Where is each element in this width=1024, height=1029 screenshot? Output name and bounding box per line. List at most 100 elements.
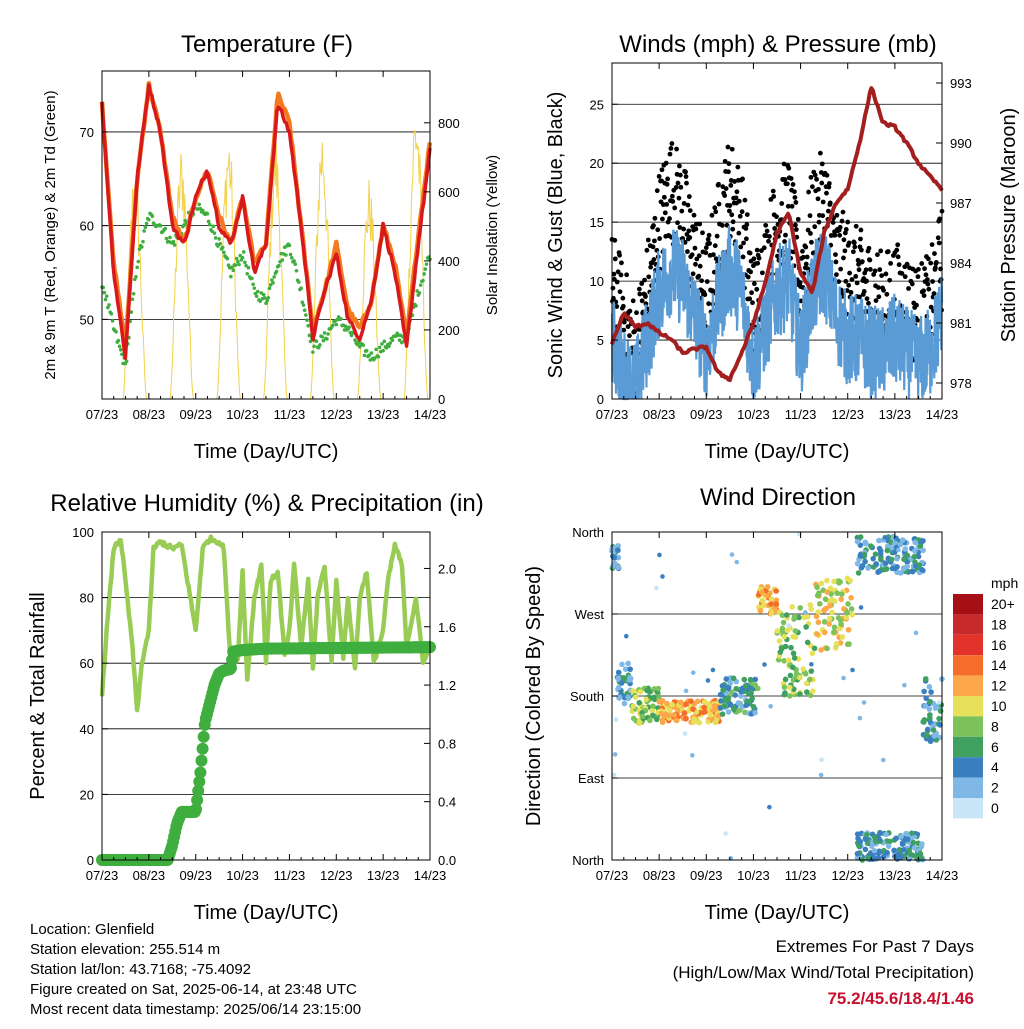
direction-point — [894, 564, 900, 570]
direction-point — [730, 675, 737, 682]
dewpoint-point — [106, 305, 110, 310]
gust-point — [726, 208, 732, 214]
direction-point — [615, 564, 622, 571]
gust-point — [825, 208, 831, 214]
gust-point — [702, 292, 708, 298]
dir-xtick-label: 13/23 — [879, 868, 912, 883]
gust-point — [713, 256, 719, 262]
gust-point — [645, 237, 651, 243]
dir-ylabel: Direction (Colored By Speed) — [523, 566, 545, 826]
gust-point — [779, 201, 785, 206]
gust-point — [727, 203, 733, 208]
gust-point — [740, 254, 746, 260]
direction-point — [894, 555, 900, 562]
direction-point — [885, 843, 892, 849]
dewpoint-point — [424, 262, 429, 266]
gust-point — [648, 264, 654, 270]
dewpoint-point — [172, 243, 177, 247]
direction-point — [910, 839, 917, 846]
gust-point — [716, 201, 722, 207]
direction-point — [900, 846, 907, 853]
direction-point — [630, 688, 636, 694]
colorbar-swatch — [953, 736, 983, 758]
gust-point — [632, 329, 638, 334]
direction-point — [664, 700, 670, 707]
direction-point — [857, 715, 863, 721]
direction-point — [882, 560, 889, 567]
gust-point — [676, 195, 682, 201]
direction-point — [804, 689, 810, 695]
dir-xtick-label: 14/23 — [926, 868, 959, 883]
direction-point — [827, 585, 834, 592]
gust-point — [800, 248, 805, 254]
dewpoint-point — [218, 241, 223, 246]
gust-point — [881, 287, 886, 293]
gust-point — [663, 160, 669, 166]
extremes-box: Extremes For Past 7 Days (High/Low/Max W… — [673, 934, 974, 1012]
recent-text: Most recent data timestamp: 2025/06/14 2… — [30, 1001, 362, 1018]
direction-point — [752, 676, 759, 683]
direction-point — [827, 602, 833, 609]
gust-point — [833, 252, 838, 258]
direction-point — [701, 698, 708, 705]
speed-colorbar: mph 20+ 18 16 14 12 10 8 6 4 2 0 — [953, 575, 1018, 819]
gust-point — [792, 195, 798, 200]
gust-point — [634, 310, 639, 316]
direction-point — [931, 733, 938, 739]
solar-insolation-line — [356, 179, 382, 400]
gust-point — [697, 263, 703, 269]
winds-panel: 07/23 08/23 09/23 10/23 11/23 12/23 13/23 14/23… — [545, 62, 1020, 463]
direction-point — [821, 619, 828, 625]
direction-point — [782, 690, 788, 696]
direction-point — [727, 680, 734, 686]
direction-point — [777, 649, 784, 655]
dir-ytick-label: East — [578, 771, 604, 786]
rh-xtick-label: 11/23 — [274, 868, 306, 883]
direction-point — [922, 676, 929, 682]
colorbar-label: 20+ — [991, 596, 1015, 612]
rh-line — [99, 534, 433, 713]
direction-point — [749, 695, 755, 702]
gust-point — [686, 194, 692, 199]
gust-point — [833, 259, 839, 265]
gust-point — [834, 212, 840, 218]
direction-point — [682, 731, 688, 736]
gust-point — [657, 236, 663, 241]
dewpoint-point — [266, 295, 271, 300]
gust-point — [639, 298, 645, 304]
dewpoint-point — [200, 208, 205, 213]
gust-point — [848, 290, 854, 295]
direction-point — [854, 538, 861, 545]
precip-point — [195, 754, 208, 767]
dewpoint-point — [373, 356, 377, 360]
temp-xlabel: Time (Day/UTC) — [194, 441, 339, 463]
rh-y2tick-label: 0.4 — [438, 795, 456, 810]
temp-xtick-label: 14/23 — [414, 407, 447, 422]
gust-point — [738, 244, 744, 250]
dewpoint-point — [307, 333, 312, 338]
gust-point — [624, 272, 630, 278]
direction-point — [671, 712, 677, 718]
dewpoint-point — [292, 259, 296, 263]
gust-point — [925, 256, 931, 262]
gust-point — [763, 222, 769, 228]
direction-point — [877, 830, 884, 836]
direction-point — [811, 645, 818, 652]
direction-point — [922, 703, 929, 709]
dir-xtick-label: 12/23 — [831, 868, 864, 883]
direction-point — [920, 547, 926, 554]
direction-point — [917, 850, 924, 857]
direction-point — [924, 732, 930, 739]
gust-point — [764, 228, 770, 234]
dewpoint-point — [361, 343, 366, 347]
dewpoint-point — [253, 291, 258, 296]
direction-point — [781, 633, 788, 640]
gust-point — [826, 184, 832, 190]
dewpoint-point — [318, 343, 322, 347]
direction-point — [741, 676, 748, 683]
gust-point — [726, 169, 731, 175]
precip-point — [194, 766, 207, 779]
direction-point — [824, 645, 830, 652]
dewpoint-point — [381, 348, 385, 353]
gust-point — [659, 167, 665, 173]
